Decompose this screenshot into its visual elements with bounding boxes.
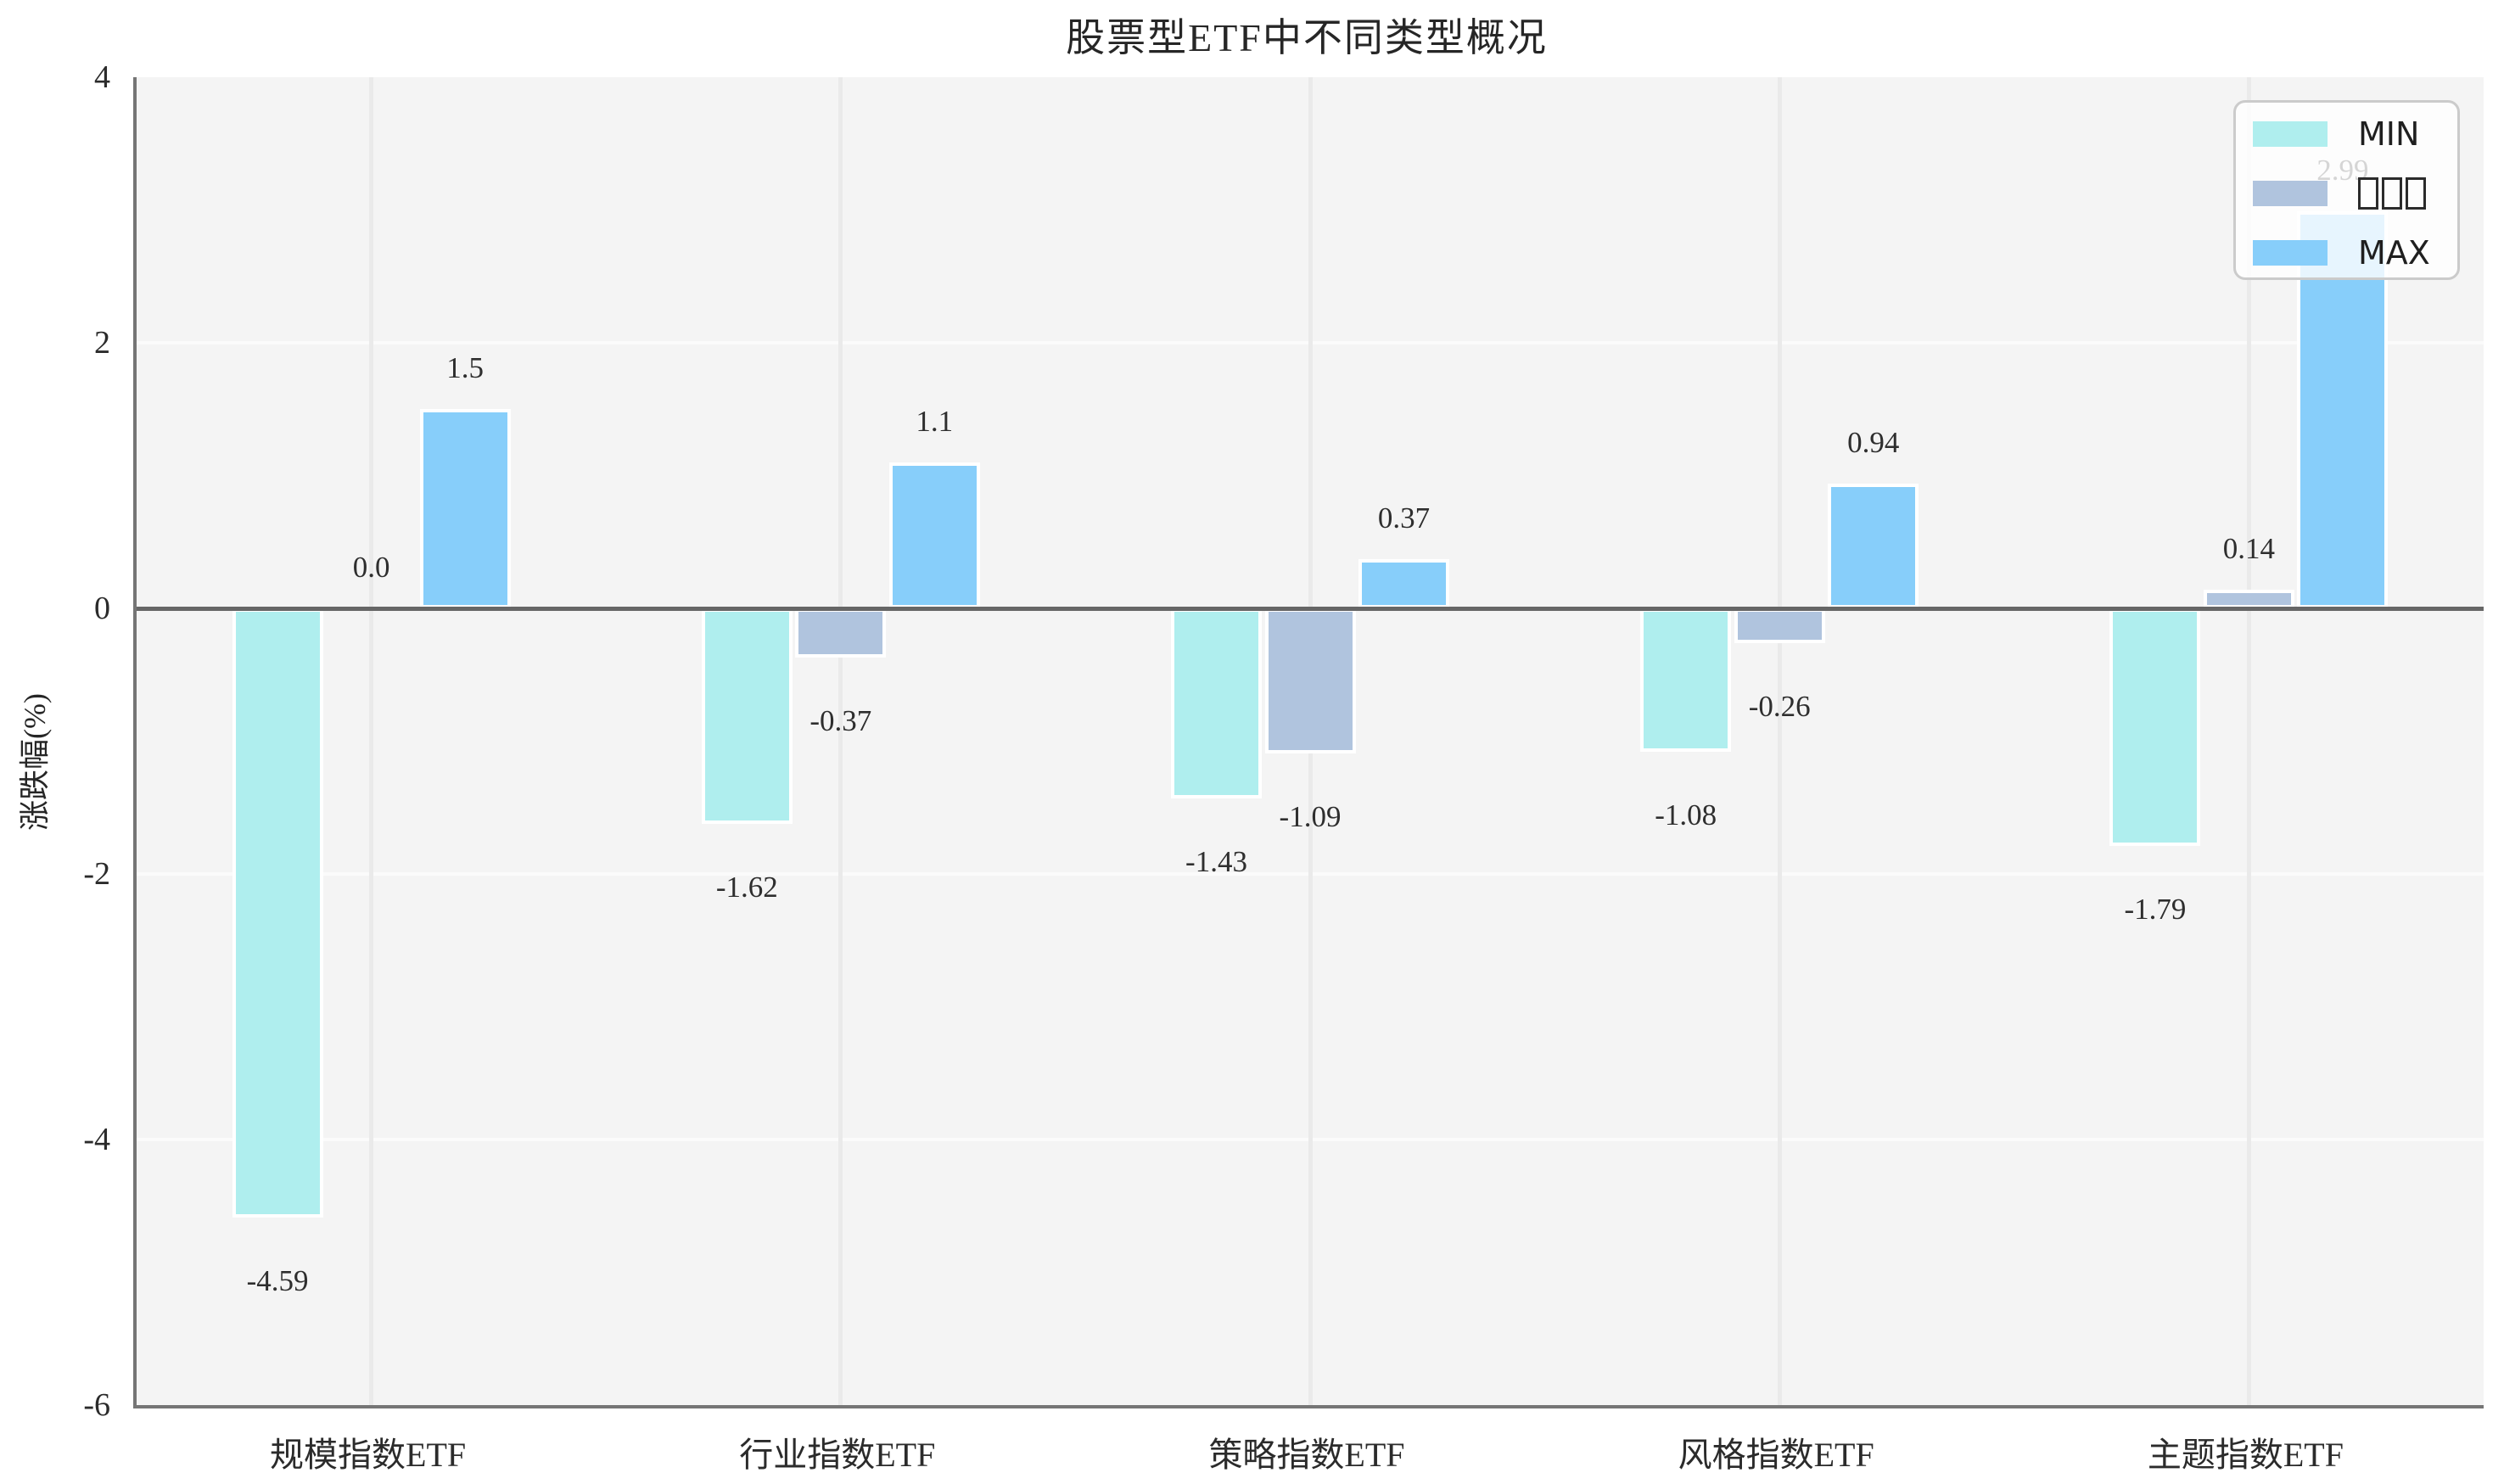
zero-axis-line [137, 607, 2484, 611]
v-gridline [2246, 77, 2251, 1405]
legend: MIN MAX [2233, 100, 2460, 280]
bar-min-5 [2109, 608, 2201, 847]
bar-med-3 [1264, 608, 1356, 753]
y-tick-label: 0 [94, 591, 110, 626]
bar-max-1 [419, 409, 511, 608]
bar-value-label: 1.1 [916, 404, 954, 438]
legend-swatch [2253, 121, 2328, 147]
tofu-glyph [2406, 177, 2426, 210]
legend-row-3: MAX [2236, 227, 2457, 278]
bar-min-2 [701, 608, 793, 824]
bar-value-label: -1.43 [1185, 844, 1247, 878]
x-category-label-1: 规模指数ETF [270, 1436, 467, 1474]
bar-max-2 [888, 462, 980, 608]
bar-value-label: 0.94 [1847, 425, 1900, 459]
bar-value-label: -1.08 [1655, 798, 1717, 832]
v-gridline [838, 77, 843, 1405]
chart-title: 股票型ETF中不同类型概况 [1066, 16, 1548, 59]
bar-max-3 [1358, 559, 1449, 608]
legend-row-2 [2236, 168, 2457, 219]
bar-value-label: 0.0 [352, 551, 390, 584]
legend-swatch [2253, 240, 2328, 266]
legend-row-1: MIN [2236, 109, 2457, 160]
bar-value-label: 0.14 [2222, 532, 2276, 566]
y-tick-label: 2 [94, 325, 110, 361]
bar-med-2 [795, 608, 887, 658]
bar-min-4 [1640, 608, 1732, 753]
y-axis-label: 涨跌幅(%) [18, 693, 52, 831]
tofu-glyph [2382, 177, 2402, 210]
y-tick-label: -2 [83, 856, 110, 892]
x-category-label-4: 风格指数ETF [1678, 1436, 1874, 1474]
bar-value-label: 0.37 [1377, 501, 1431, 535]
y-tick-label: -4 [83, 1122, 110, 1157]
y-tick-label: -6 [83, 1387, 110, 1423]
bar-value-label: -1.09 [1279, 799, 1342, 833]
v-gridline [369, 77, 374, 1405]
legend-swatch [2253, 181, 2328, 206]
x-category-label-3: 策略指数ETF [1208, 1436, 1405, 1474]
legend-label [2358, 177, 2429, 210]
legend-label: MIN [2358, 115, 2420, 153]
bar-value-label: -0.37 [809, 703, 872, 737]
plot-area: -4.59 -1.62 -1.43 -1.08 -1.79 0.0 -0.37 -1.09 -0… [133, 77, 2484, 1408]
bar-med-4 [1734, 608, 1825, 643]
bar-value-label: -1.62 [715, 870, 778, 904]
y-tick-label: 4 [94, 59, 110, 95]
bar-max-4 [1828, 483, 1919, 608]
bar-med-5 [2203, 590, 2294, 608]
bar-min-1 [232, 608, 323, 1218]
bar-value-label: 1.5 [446, 351, 484, 385]
bar-value-label: -1.79 [2124, 893, 2187, 927]
bar-min-3 [1171, 608, 1262, 798]
legend-label: MAX [2358, 234, 2430, 272]
bar-value-label: -4.59 [246, 1264, 309, 1298]
x-category-label-2: 行业指数ETF [739, 1436, 936, 1474]
bar-value-label: -0.26 [1748, 689, 1811, 723]
tofu-glyph [2358, 177, 2378, 210]
v-gridline [1777, 77, 1782, 1405]
x-category-label-5: 主题指数ETF [2147, 1436, 2344, 1474]
